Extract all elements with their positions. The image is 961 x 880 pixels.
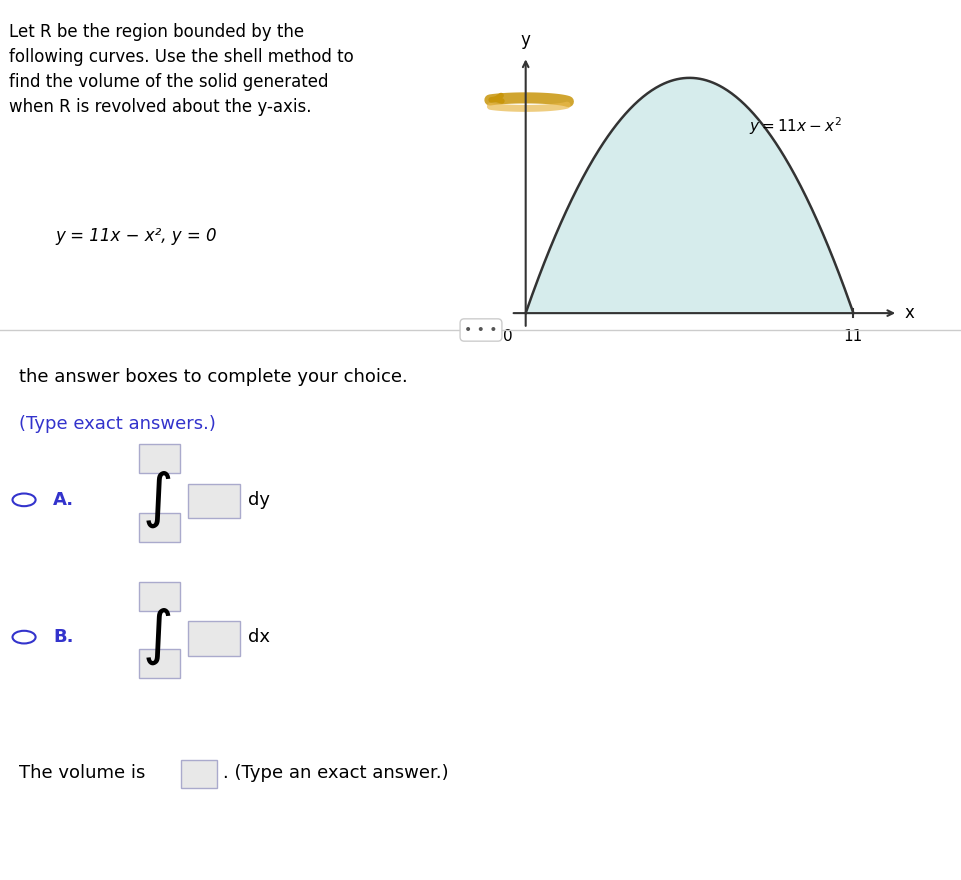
Text: A.: A. [53, 491, 74, 509]
Text: $\int$: $\int$ [142, 470, 172, 530]
Text: 11: 11 [843, 328, 862, 344]
Text: dy: dy [248, 491, 270, 509]
Text: (Type exact answers.): (Type exact answers.) [19, 415, 216, 433]
Text: • • •: • • • [464, 323, 497, 337]
Text: 0: 0 [503, 328, 512, 344]
FancyBboxPatch shape [139, 582, 180, 611]
FancyBboxPatch shape [181, 760, 217, 788]
Text: y = 11x − x², y = 0: y = 11x − x², y = 0 [56, 227, 217, 245]
FancyBboxPatch shape [139, 513, 180, 542]
Text: B.: B. [53, 628, 73, 646]
Text: The volume is: The volume is [19, 764, 145, 781]
Text: $y = 11x - x^2$: $y = 11x - x^2$ [749, 115, 841, 137]
Text: the answer boxes to complete your choice.: the answer boxes to complete your choice… [19, 368, 407, 385]
FancyBboxPatch shape [139, 444, 180, 473]
Text: Let R be the region bounded by the
following curves. Use the shell method to
fin: Let R be the region bounded by the follo… [10, 24, 354, 116]
Text: . (Type an exact answer.): . (Type an exact answer.) [223, 764, 449, 781]
FancyBboxPatch shape [187, 621, 240, 656]
Text: x: x [903, 304, 913, 322]
Text: dx: dx [248, 628, 270, 646]
Text: $\int$: $\int$ [142, 607, 172, 667]
FancyBboxPatch shape [139, 649, 180, 678]
Text: y: y [520, 31, 530, 48]
FancyBboxPatch shape [187, 484, 240, 518]
